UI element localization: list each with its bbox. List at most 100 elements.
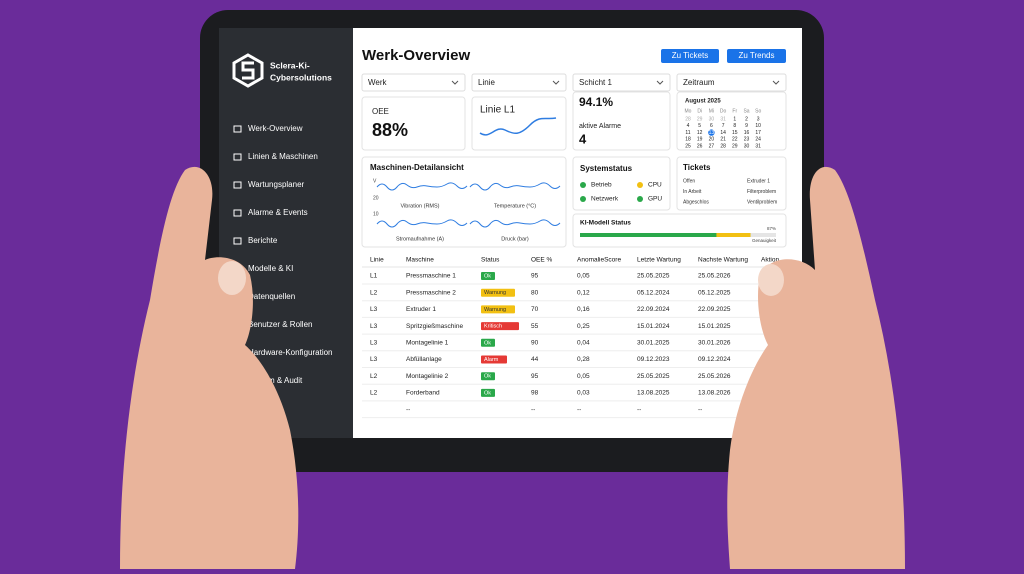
text: 8	[733, 123, 736, 129]
chevron	[772, 80, 780, 85]
text: Netzwerk	[591, 196, 619, 203]
button-label[interactable]: Zu Tickets	[672, 51, 708, 60]
text: 25.05.2026	[698, 273, 731, 280]
nav-item[interactable]: Datenquellen	[248, 292, 295, 301]
text: Stromaufnahme (A)	[396, 236, 444, 242]
text: 0,28	[577, 356, 590, 363]
text: 80	[531, 289, 539, 296]
text: 9	[745, 123, 748, 129]
text: Nachste Wartung	[698, 257, 748, 264]
text: Montagelinie 2	[406, 373, 449, 380]
dropdown[interactable]	[471, 73, 567, 92]
text: 30	[744, 144, 750, 150]
nav-icon	[233, 125, 242, 133]
text: 22.09.2024	[637, 306, 670, 313]
nav-item[interactable]: Werk-Overview	[248, 124, 303, 133]
nav-item[interactable]: Linien & Maschinen	[248, 152, 318, 161]
nav-item[interactable]: Benutzer & Rollen	[248, 320, 312, 329]
status-dot	[580, 196, 586, 202]
text: Abfüllanlage	[406, 356, 442, 363]
button[interactable]	[661, 49, 719, 63]
text: 90	[531, 340, 539, 347]
nav-item[interactable]: Alarme & Events	[248, 208, 308, 217]
nav-item[interactable]: Wartungsplaner	[248, 180, 305, 189]
text: 28	[720, 144, 726, 150]
text: 6	[710, 123, 713, 129]
text: Letzte Wartung	[637, 257, 681, 264]
text: Abgeschlos	[683, 199, 709, 205]
text: 22	[732, 137, 738, 143]
text: 25.05.2025	[637, 373, 670, 380]
status-dot	[580, 182, 586, 188]
text: Warnung	[484, 290, 506, 296]
text: Alarm	[484, 357, 499, 363]
text: Linie L1	[480, 105, 515, 116]
text: 0,03	[577, 390, 590, 397]
text: 0,04	[577, 340, 590, 347]
text: 27	[709, 144, 715, 150]
text: 24	[755, 137, 761, 143]
thumbnail	[758, 264, 784, 296]
text: 29	[732, 144, 738, 150]
status-badge	[481, 288, 515, 297]
text: Forderband	[406, 390, 440, 397]
text: 94.1%	[579, 95, 613, 109]
text: 25	[685, 144, 691, 150]
nav-item[interactable]: Hardware-Konfiguration	[248, 348, 333, 357]
text: 09.12.2024	[698, 356, 731, 363]
nav-item[interactable]: Berichte	[248, 236, 278, 245]
text: Warnung	[484, 307, 506, 313]
status-dot	[637, 196, 643, 202]
nav-icon	[233, 153, 242, 161]
nav-item[interactable]: Modelle & KI	[248, 264, 293, 273]
text: 29	[697, 116, 703, 122]
text: --	[406, 406, 410, 413]
dropdown[interactable]	[361, 73, 466, 92]
text: L3	[370, 323, 378, 330]
dropdown[interactable]	[572, 73, 671, 92]
text: OEE	[372, 107, 389, 116]
text: Vibration (RMS)	[400, 203, 439, 209]
text: 17	[755, 130, 761, 136]
text: Maschine	[406, 257, 434, 264]
text: AnomalieScore	[577, 257, 621, 264]
button[interactable]	[727, 49, 786, 63]
text: aktive Alarme	[579, 123, 621, 130]
thumbnail	[218, 261, 246, 295]
text: L3	[370, 356, 378, 363]
text: KI-Modell Status	[580, 220, 631, 227]
status-badge	[481, 388, 495, 397]
text: L3	[370, 340, 378, 347]
text: 21	[720, 137, 726, 143]
text: Linie	[478, 78, 495, 87]
text: Ok	[484, 374, 491, 380]
text: 0,05	[577, 273, 590, 280]
text: Zeitraum	[683, 78, 715, 87]
text: 19	[697, 137, 703, 143]
button-label[interactable]: Zu Trends	[738, 51, 774, 60]
text: Di	[697, 108, 702, 114]
chevron	[451, 80, 459, 85]
text: 16	[744, 130, 750, 136]
text: 13	[709, 130, 715, 136]
dropdown[interactable]	[676, 73, 787, 92]
text: OEE %	[531, 257, 553, 264]
text: 05.12.2024	[637, 289, 670, 296]
page-title: Werk-Overview	[362, 47, 470, 64]
text: 4	[687, 123, 690, 129]
card	[676, 156, 787, 211]
text: Fr	[732, 108, 737, 114]
nav-item[interactable]: System & Audit	[248, 376, 303, 385]
sparkline	[469, 182, 561, 191]
text: 3	[757, 116, 760, 122]
text: Betrieb	[591, 182, 612, 189]
text: --	[577, 406, 581, 413]
text: 7	[722, 123, 725, 129]
text: --	[637, 406, 641, 413]
text: So	[755, 108, 761, 114]
text: 55	[531, 323, 539, 330]
text: Offen	[683, 178, 695, 184]
nav-active	[230, 121, 345, 137]
